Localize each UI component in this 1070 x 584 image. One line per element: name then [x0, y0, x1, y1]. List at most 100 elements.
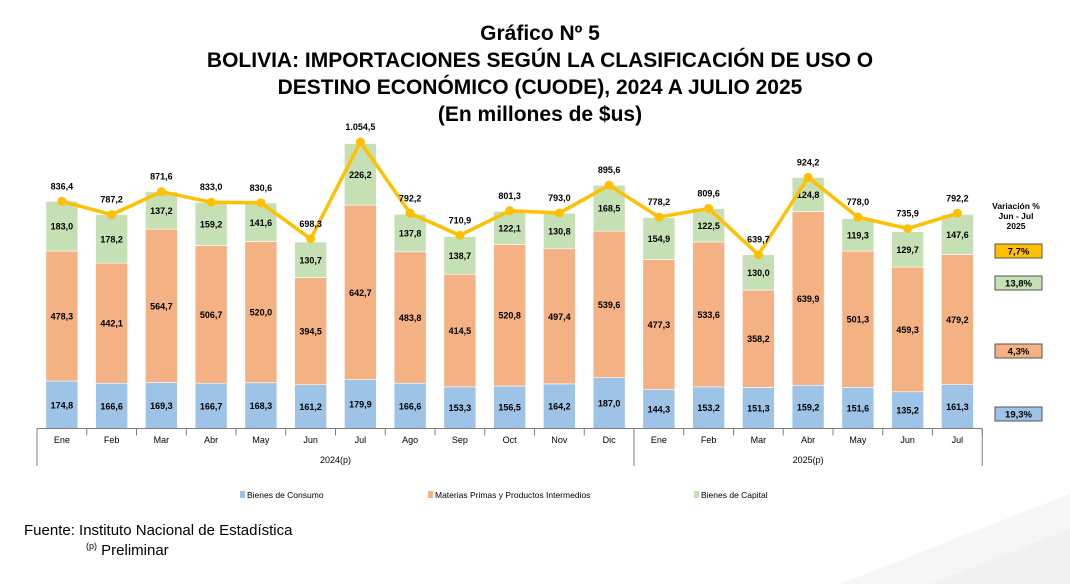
bar-value-label: 533,6 [697, 310, 720, 320]
bar-value-label: 141,6 [250, 218, 273, 228]
chart-title-line-1: Gráfico Nº 5 [480, 22, 600, 45]
legend-label: Bienes de Consumo [247, 490, 324, 500]
total-point [704, 204, 714, 214]
bar-value-label: 639,9 [797, 294, 820, 304]
bar-value-label: 122,5 [697, 221, 720, 231]
bar-value-label: 642,7 [349, 288, 372, 298]
bar-segment [841, 250, 875, 388]
chart-title-line-3: DESTINO ECONÓMICO (CUODE), 2024 A JULIO … [277, 76, 803, 99]
bar-value-label: 124,8 [797, 190, 820, 200]
total-value-label: 833,0 [200, 182, 223, 192]
variation-box [994, 343, 1043, 359]
variation-box [994, 275, 1043, 291]
total-point [405, 208, 415, 218]
bar-value-label: 506,7 [200, 310, 223, 320]
total-point [505, 206, 515, 216]
bar-value-label: 137,8 [399, 229, 422, 239]
chart-subtitle: (En millones de $us) [437, 103, 643, 126]
total-point [554, 208, 564, 218]
bar-segment [791, 211, 825, 386]
total-point [903, 224, 913, 234]
bar-segment [642, 259, 676, 390]
chart-title-line-2: BOLIVIA: IMPORTACIONES SEGÚN LA CLASIFIC… [206, 49, 874, 72]
x-tick-label: May [849, 435, 867, 445]
total-point [604, 180, 614, 190]
bar-value-label: 501,3 [847, 315, 870, 325]
bar-value-label: 153,3 [449, 403, 472, 413]
bar-segment [692, 241, 725, 388]
bar-value-label: 477,3 [648, 320, 671, 330]
total-value-label: 793,0 [548, 193, 571, 203]
variation-value: 7,7% [1008, 247, 1030, 258]
bar-value-label: 130,0 [747, 268, 770, 278]
total-value-label: 787,2 [100, 195, 123, 205]
total-value-label: 639,7 [747, 235, 770, 245]
bar-segment [393, 251, 427, 384]
total-point [306, 234, 316, 244]
bar-segment [294, 277, 327, 386]
bar-value-label: 414,5 [449, 326, 472, 336]
chart-title: Gráfico Nº 5 BOLIVIA: IMPORTACIONES SEGÚ… [0, 20, 1070, 128]
x-tick-label: Mar [751, 435, 767, 445]
bar-value-label: 394,5 [299, 327, 322, 337]
bar-value-label: 154,9 [648, 234, 671, 244]
bar-segment [145, 191, 178, 230]
total-value-label: 801,3 [498, 191, 521, 201]
bar-segment [45, 250, 79, 382]
bar-value-label: 520,8 [498, 311, 521, 321]
bar-value-label: 483,8 [399, 313, 422, 323]
bar-value-label: 135,2 [896, 406, 919, 416]
bar-value-label: 497,4 [548, 312, 571, 322]
bar-value-label: 129,7 [896, 245, 919, 255]
total-point [57, 196, 67, 206]
bar-segment [194, 382, 228, 429]
total-point [803, 172, 813, 182]
x-tick-label: Ago [402, 435, 418, 445]
total-value-label: 830,6 [250, 183, 273, 193]
bar-value-label: 174,8 [51, 400, 74, 410]
bar-value-label: 358,2 [747, 334, 770, 344]
total-value-label: 778,0 [847, 197, 870, 207]
x-tick-label: Abr [801, 435, 815, 445]
bar-value-label: 144,3 [648, 404, 671, 414]
bar-segment [493, 244, 526, 387]
bar-value-label: 442,1 [100, 319, 123, 329]
bar-value-label: 479,2 [946, 315, 969, 325]
bar-value-label: 187,0 [598, 399, 621, 409]
total-point [156, 187, 166, 197]
total-point [455, 230, 465, 240]
x-tick-label: Ene [651, 435, 667, 445]
total-value-label: 871,6 [150, 172, 173, 182]
total-value-label: 895,6 [598, 165, 621, 175]
x-group-label: 2025(p) [793, 455, 824, 465]
total-value-label: 778,2 [648, 197, 671, 207]
preliminary-note: (p) Preliminar [86, 541, 169, 559]
bar-value-label: 166,6 [399, 401, 422, 411]
bar-segment [294, 384, 327, 429]
bar-value-label: 138,7 [449, 251, 472, 261]
bar-value-label: 168,5 [598, 204, 621, 214]
x-tick-label: Dic [603, 435, 616, 445]
bar-segment [95, 214, 128, 264]
x-tick-label: Abr [204, 435, 218, 445]
total-point [355, 137, 365, 147]
variation-box [994, 406, 1043, 422]
bar-value-label: 161,2 [299, 402, 322, 412]
bar-value-label: 147,6 [946, 230, 969, 240]
bar-value-label: 168,3 [250, 401, 273, 411]
bar-value-label: 151,3 [747, 403, 770, 413]
bar-value-label: 119,3 [847, 230, 869, 240]
variation-title: Variación % [992, 201, 1040, 211]
bar-segment [443, 273, 477, 388]
variation-value: 4,3% [1008, 347, 1030, 358]
bar-segment [443, 236, 477, 275]
bar-value-label: 130,8 [548, 226, 571, 236]
bar-value-label: 156,5 [498, 403, 521, 413]
total-value-label: 710,9 [449, 215, 472, 225]
bar-segment [45, 201, 79, 252]
x-tick-label: Nov [551, 435, 568, 445]
variation-value: 13,8% [1005, 279, 1032, 290]
bar-segment [891, 391, 924, 429]
x-tick-label: Feb [104, 435, 120, 445]
